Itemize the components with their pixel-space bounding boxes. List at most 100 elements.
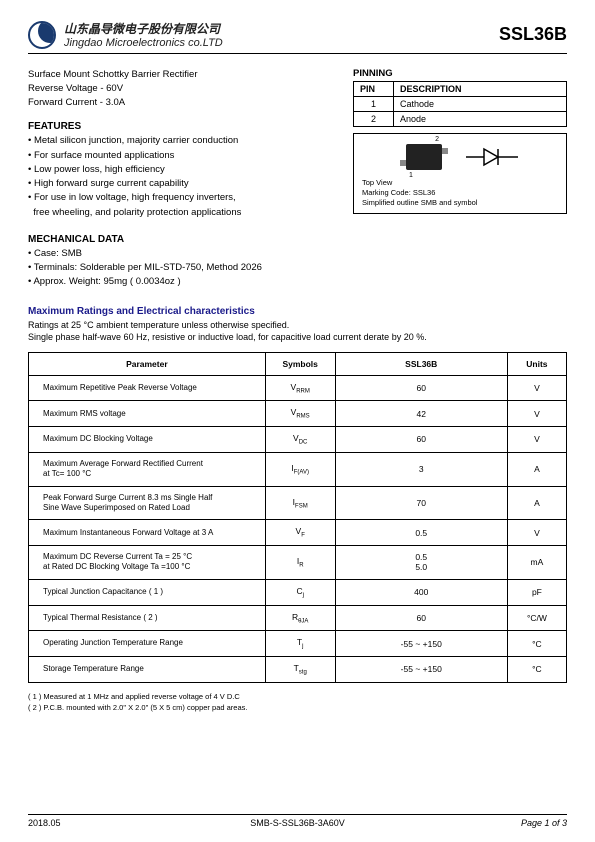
symbol-box: 1 2 Top View Marking Code: SSL36 Simplif… xyxy=(353,133,567,214)
spec-unit: V xyxy=(507,520,566,546)
pin-num: 1 xyxy=(354,97,394,112)
max-ratings-title: Maximum Ratings and Electrical character… xyxy=(28,306,567,317)
max-desc-line: Ratings at 25 °C ambient temperature unl… xyxy=(28,319,567,332)
symbol-caption: Top View xyxy=(362,178,558,188)
symbol-caption: Marking Code: SSL36 xyxy=(362,188,558,198)
feature-item-cont: free wheeling, and polarity protection a… xyxy=(28,207,241,218)
spec-unit: pF xyxy=(507,579,566,605)
company-name-cn: 山东晶导微电子股份有限公司 xyxy=(64,20,499,37)
spec-param: Maximum Instantaneous Forward Voltage at… xyxy=(29,520,266,546)
feature-item: For surface mounted applications xyxy=(28,149,331,163)
features-title: FEATURES xyxy=(28,121,331,132)
spec-unit: °C xyxy=(507,656,566,682)
spec-symbol: VRMS xyxy=(265,401,335,427)
spec-value: 60 xyxy=(335,605,507,631)
spec-row: Maximum Instantaneous Forward Voltage at… xyxy=(29,520,567,546)
col-units: Units xyxy=(507,352,566,375)
spec-param: Operating Junction Temperature Range xyxy=(29,631,266,657)
spec-unit: V xyxy=(507,375,566,401)
footnote: ( 2 ) P.C.B. mounted with 2.0" X 2.0" (5… xyxy=(28,702,567,713)
diode-symbol-icon xyxy=(464,144,520,170)
pin-row: 1 Cathode xyxy=(354,97,567,112)
spec-value: 60 xyxy=(335,375,507,401)
footer-doc: SMB-S-SSL36B-3A60V xyxy=(28,818,567,828)
company-name-en: Jingdao Microelectronics co.LTD xyxy=(64,37,499,49)
pkg-pin2-label: 2 xyxy=(435,135,439,144)
spec-unit: °C xyxy=(507,631,566,657)
spec-value: -55 ~ +150 xyxy=(335,656,507,682)
spec-unit: A xyxy=(507,452,566,486)
spec-symbol: IF(AV) xyxy=(265,452,335,486)
spec-value: 42 xyxy=(335,401,507,427)
company-block: 山东晶导微电子股份有限公司 Jingdao Microelectronics c… xyxy=(64,20,499,49)
feature-item: For use in low voltage, high frequency i… xyxy=(28,191,331,205)
spec-unit: V xyxy=(507,427,566,453)
spec-unit: °C/W xyxy=(507,605,566,631)
pin-col-pin: PIN xyxy=(354,82,394,97)
spec-symbol: Cj xyxy=(265,579,335,605)
spec-value: 0.5 xyxy=(335,520,507,546)
pin-row: 2 Anode xyxy=(354,112,567,127)
spec-param: Maximum DC Blocking Voltage xyxy=(29,427,266,453)
spec-symbol: VF xyxy=(265,520,335,546)
intro-line: Reverse Voltage - 60V xyxy=(28,82,331,96)
spec-symbol: IR xyxy=(265,546,335,580)
spec-table: Parameter Symbols SSL36B Units Maximum R… xyxy=(28,352,567,683)
col-parameter: Parameter xyxy=(29,352,266,375)
spec-row: Maximum Repetitive Peak Reverse Voltage V… xyxy=(29,375,567,401)
pin-num: 2 xyxy=(354,112,394,127)
footnote: ( 1 ) Measured at 1 MHz and applied reve… xyxy=(28,691,567,702)
pinning-title: PINNING xyxy=(353,68,567,79)
pin-col-desc: DESCRIPTION xyxy=(394,82,567,97)
intro-block: Surface Mount Schottky Barrier Rectifier… xyxy=(28,68,331,109)
pinning-table: PIN DESCRIPTION 1 Cathode 2 Anode xyxy=(353,81,567,127)
mech-item: Approx. Weight: 95mg ( 0.0034oz ) xyxy=(28,275,331,289)
mech-item: Case: SMB xyxy=(28,247,331,261)
spec-row: Maximum DC Reverse Current Ta = 25 °C at… xyxy=(29,546,567,580)
pin-desc: Anode xyxy=(394,112,567,127)
spec-value: 0.5 5.0 xyxy=(335,546,507,580)
feature-item: Metal silicon junction, majority carrier… xyxy=(28,134,331,148)
spec-symbol: RθJA xyxy=(265,605,335,631)
spec-value: 3 xyxy=(335,452,507,486)
spec-row: Typical Thermal Resistance ( 2 )RθJA60°C… xyxy=(29,605,567,631)
package-outline-icon: 1 2 xyxy=(400,142,448,172)
features-list: Metal silicon junction, majority carrier… xyxy=(28,134,331,220)
spec-row: Peak Forward Surge Current 8.3 ms Single… xyxy=(29,486,567,520)
spec-symbol: Tj xyxy=(265,631,335,657)
spec-param: Maximum Repetitive Peak Reverse Voltage xyxy=(29,375,266,401)
mechanical-list: Case: SMB Terminals: Solderable per MIL-… xyxy=(28,247,331,290)
mechanical-title: MECHANICAL DATA xyxy=(28,234,331,245)
spec-row: Maximum RMS voltageVRMS42V xyxy=(29,401,567,427)
spec-value: -55 ~ +150 xyxy=(335,631,507,657)
part-number: SSL36B xyxy=(499,24,567,45)
spec-row: Operating Junction Temperature RangeTj-5… xyxy=(29,631,567,657)
col-symbols: Symbols xyxy=(265,352,335,375)
company-logo xyxy=(28,21,56,49)
max-ratings-desc: Ratings at 25 °C ambient temperature unl… xyxy=(28,319,567,344)
spec-row: Maximum DC Blocking VoltageVDC60V xyxy=(29,427,567,453)
max-desc-line: Single phase half-wave 60 Hz, resistive … xyxy=(28,331,567,344)
col-part: SSL36B xyxy=(335,352,507,375)
spec-param: Maximum Average Forward Rectified Curren… xyxy=(29,452,266,486)
feature-item: Low power loss, high efficiency xyxy=(28,163,331,177)
spec-unit: mA xyxy=(507,546,566,580)
spec-param: Peak Forward Surge Current 8.3 ms Single… xyxy=(29,486,266,520)
spec-param: Maximum DC Reverse Current Ta = 25 °C at… xyxy=(29,546,266,580)
spec-param: Storage Temperature Range xyxy=(29,656,266,682)
pkg-pin1-label: 1 xyxy=(409,171,413,180)
spec-symbol: VDC xyxy=(265,427,335,453)
spec-param: Typical Thermal Resistance ( 2 ) xyxy=(29,605,266,631)
footnotes: ( 1 ) Measured at 1 MHz and applied reve… xyxy=(28,691,567,714)
page-footer: 2018.05 SMB-S-SSL36B-3A60V Page 1 of 3 xyxy=(28,814,567,828)
spec-value: 400 xyxy=(335,579,507,605)
spec-value: 70 xyxy=(335,486,507,520)
mech-item: Terminals: Solderable per MIL-STD-750, M… xyxy=(28,261,331,275)
spec-param: Typical Junction Capacitance ( 1 ) xyxy=(29,579,266,605)
spec-symbol: Tstg xyxy=(265,656,335,682)
pin-desc: Cathode xyxy=(394,97,567,112)
spec-row: Maximum Average Forward Rectified Curren… xyxy=(29,452,567,486)
spec-symbol: IFSM xyxy=(265,486,335,520)
page-header: 山东晶导微电子股份有限公司 Jingdao Microelectronics c… xyxy=(28,20,567,54)
intro-line: Forward Current - 3.0A xyxy=(28,96,331,110)
